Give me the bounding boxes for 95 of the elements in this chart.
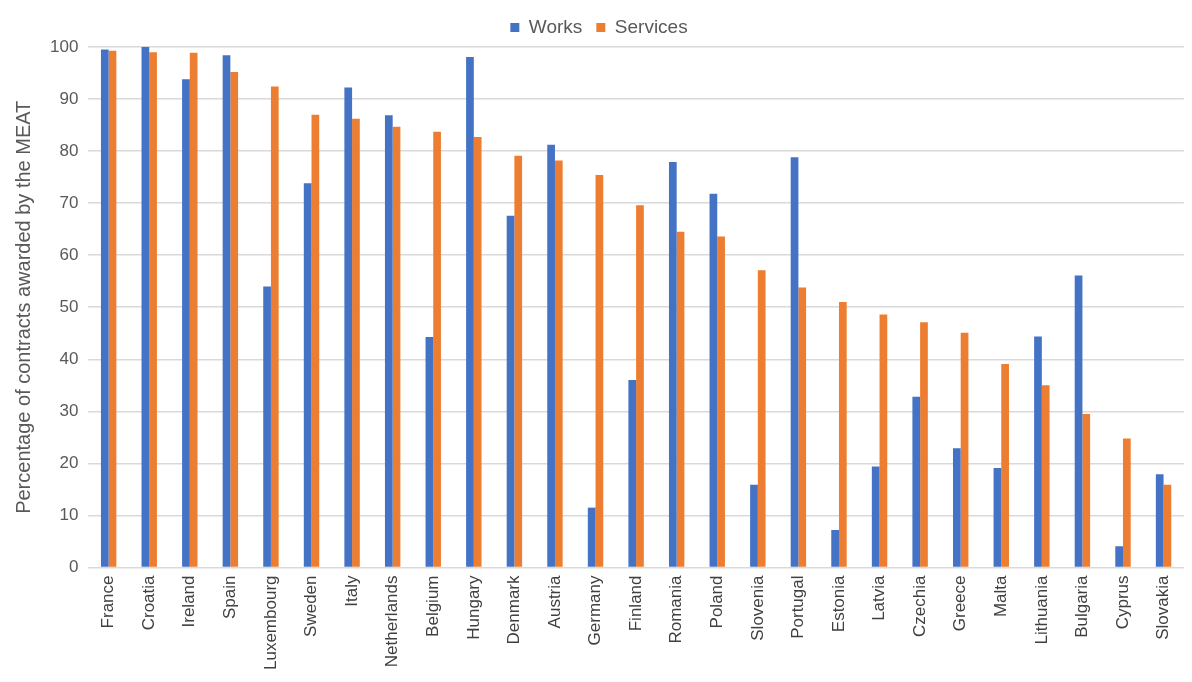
bar <box>993 468 1002 567</box>
bar <box>344 87 353 567</box>
x-tick-label: Luxembourg <box>260 575 280 671</box>
bar <box>270 86 279 567</box>
bar <box>1074 275 1083 567</box>
x-tick-label: Netherlands <box>382 575 402 668</box>
bar <box>709 193 718 567</box>
x-tick-label: Cyprus <box>1112 575 1132 630</box>
bar <box>717 236 725 567</box>
bar <box>466 56 474 567</box>
y-tick-label: 10 <box>59 505 79 525</box>
bar <box>141 47 150 567</box>
bar <box>798 287 807 567</box>
x-tick-label: Portugal <box>788 575 808 639</box>
x-tick-label: Czechia <box>909 574 929 637</box>
x-tick-label: Hungary <box>463 575 483 640</box>
bar <box>1082 413 1091 567</box>
x-tick-label: Bulgaria <box>1072 574 1092 638</box>
bar <box>392 126 401 567</box>
legend-label: Services <box>614 15 688 37</box>
y-tick-label: 100 <box>49 36 79 56</box>
bar <box>473 137 482 567</box>
bar <box>587 507 596 567</box>
bar <box>230 71 239 567</box>
bar <box>303 183 312 567</box>
x-tick-label: Belgium <box>422 575 442 637</box>
bar <box>1034 336 1042 567</box>
x-tick-label: France <box>98 575 118 629</box>
x-tick-label: Austria <box>544 574 564 629</box>
bar <box>433 131 441 567</box>
bar <box>425 336 434 567</box>
bar <box>506 215 515 567</box>
bar <box>149 52 157 567</box>
bar <box>100 49 109 567</box>
x-tick-label: Latvia <box>869 574 889 621</box>
bar <box>189 52 198 567</box>
bar <box>960 332 969 567</box>
y-tick-label: 80 <box>59 140 79 160</box>
bar <box>554 160 563 567</box>
x-tick-label: Spain <box>220 575 240 619</box>
y-tick-label: 70 <box>59 192 79 212</box>
y-tick-label: 40 <box>59 348 79 368</box>
x-tick-label: Estonia <box>828 574 848 633</box>
x-tick-label: Greece <box>950 575 970 632</box>
x-tick-label: Finland <box>625 575 645 632</box>
bar <box>1001 363 1009 567</box>
bar <box>1163 484 1172 567</box>
bar <box>750 484 758 567</box>
bar <box>1122 438 1131 567</box>
bar <box>879 314 888 567</box>
bar <box>514 155 523 567</box>
y-tick-label: 20 <box>59 453 79 473</box>
y-tick-label: 0 <box>68 557 79 577</box>
y-tick-label: 90 <box>59 88 79 108</box>
bar <box>222 55 231 567</box>
bar <box>108 50 117 567</box>
bar <box>831 530 839 567</box>
x-tick-label: Ireland <box>179 575 199 628</box>
y-tick-label: 60 <box>59 244 79 264</box>
bar <box>838 302 847 567</box>
x-tick-label: Croatia <box>138 574 158 631</box>
x-tick-label: Denmark <box>504 575 524 645</box>
bar <box>1115 546 1123 567</box>
bar <box>595 175 604 567</box>
bar <box>912 396 921 567</box>
x-tick-label: Malta <box>990 574 1010 618</box>
x-tick-label: Sweden <box>301 575 321 637</box>
bar <box>1155 474 1164 567</box>
bar <box>182 79 190 567</box>
y-tick-label: 50 <box>59 296 79 316</box>
bar <box>757 270 766 567</box>
y-tick-label: 30 <box>59 401 79 421</box>
bar <box>352 118 360 567</box>
bar <box>311 114 320 567</box>
bar <box>790 157 799 567</box>
bar <box>952 448 961 567</box>
y-axis-title: Percentage of contracts awarded by the MEAT <box>11 100 34 514</box>
x-tick-label: Germany <box>585 575 605 646</box>
bar <box>920 322 928 567</box>
bar <box>871 466 880 567</box>
bar <box>384 115 393 567</box>
bar <box>676 231 685 567</box>
bar <box>263 286 271 567</box>
x-tick-label: Poland <box>706 575 726 629</box>
bar <box>1041 385 1050 567</box>
legend-label: Works <box>528 15 583 37</box>
bar <box>636 205 644 567</box>
bar <box>668 162 677 567</box>
x-tick-label: Lithuania <box>1031 574 1051 645</box>
x-tick-label: Italy <box>341 575 361 607</box>
x-tick-label: Slovenia <box>747 574 767 641</box>
x-tick-label: Slovakia <box>1153 574 1173 640</box>
bar <box>628 380 637 567</box>
bar <box>547 144 555 567</box>
x-tick-label: Romania <box>666 574 686 644</box>
